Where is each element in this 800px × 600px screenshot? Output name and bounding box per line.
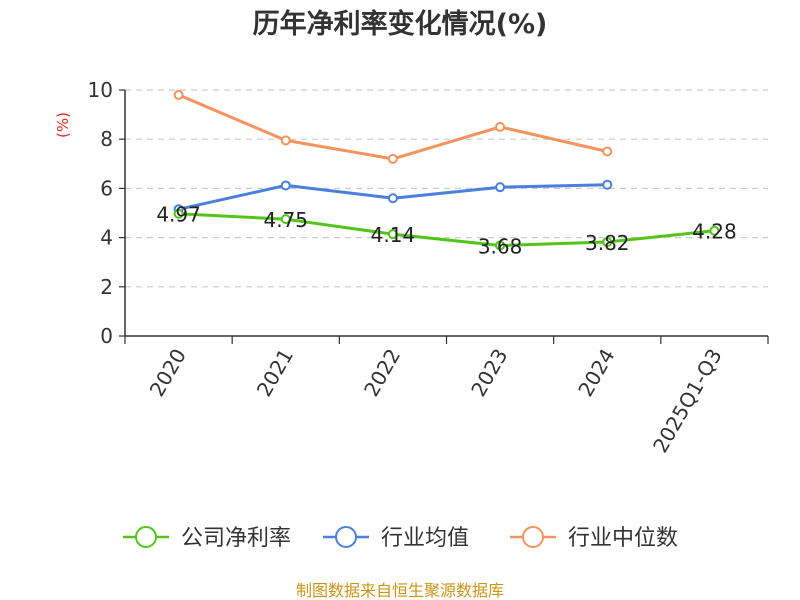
legend-item-2[interactable]: 行业中位数: [510, 526, 678, 551]
grid: [125, 89, 768, 288]
legend[interactable]: 公司净利率 行业均值 行业中位数: [123, 526, 678, 551]
series-1-point[interactable]: [602, 179, 613, 190]
y-axis-label: (%): [54, 112, 72, 138]
series-2-point[interactable]: [602, 146, 613, 157]
x-tick-label: 2021: [252, 345, 298, 401]
series-0-point[interactable]: [173, 208, 184, 219]
source-note: 制图数据来自恒生聚源数据库: [296, 581, 504, 600]
x-tick-label: 2023: [466, 345, 512, 401]
series-0-point[interactable]: [495, 240, 506, 251]
y-tick-label: 0: [100, 324, 113, 348]
y-tick-label: 2: [100, 275, 113, 299]
legend-label: 行业均值: [381, 526, 469, 551]
legend-item-0[interactable]: 公司净利率: [123, 526, 291, 551]
series-2-point[interactable]: [173, 89, 184, 100]
data-label: 4.75: [263, 208, 308, 232]
series-1-point[interactable]: [280, 180, 291, 191]
series-2-point[interactable]: [280, 135, 291, 146]
series-line-2: [178, 93, 608, 161]
y-tick-label: 6: [100, 176, 113, 200]
data-label: 4.97: [156, 203, 201, 227]
series-1-point[interactable]: [495, 182, 506, 193]
legend-marker-icon: [522, 526, 544, 548]
series-2-point[interactable]: [387, 153, 398, 164]
y-tick-label: 10: [88, 78, 113, 102]
x-tick-label: 2025Q1-Q3: [648, 345, 727, 457]
series-2-point[interactable]: [495, 121, 506, 132]
x-tick-label: 2024: [573, 345, 619, 401]
series-0-point[interactable]: [602, 237, 613, 248]
series-0-point[interactable]: [709, 225, 720, 236]
legend-label: 公司净利率: [181, 526, 291, 551]
axes: 0 2 4 6 8 10 2020 2021 2022 2023 2024 2025Q1-Q3: [88, 78, 769, 457]
chart-title: 历年净利率变化情况(%): [253, 8, 548, 40]
series-0-point[interactable]: [387, 229, 398, 240]
y-tick-label: 4: [100, 226, 113, 250]
series-1-point[interactable]: [387, 193, 398, 204]
x-tick-label: 2022: [359, 345, 405, 401]
data-label: 3.82: [585, 231, 630, 255]
legend-item-1[interactable]: 行业均值: [323, 526, 469, 551]
legend-label: 行业中位数: [568, 526, 678, 551]
y-tick-label: 8: [100, 127, 113, 151]
series: [173, 89, 720, 251]
data-labels: 4.97 4.75 4.14 3.68 3.82 4.28: [156, 203, 736, 259]
data-label: 4.28: [692, 220, 737, 244]
x-tick-label: 2020: [145, 345, 191, 401]
series-line-0: [178, 212, 715, 247]
legend-marker-icon: [135, 526, 157, 548]
data-label: 4.14: [371, 223, 416, 247]
legend-marker-icon: [335, 526, 357, 548]
data-label: 3.68: [478, 234, 523, 258]
series-0-point[interactable]: [280, 214, 291, 225]
